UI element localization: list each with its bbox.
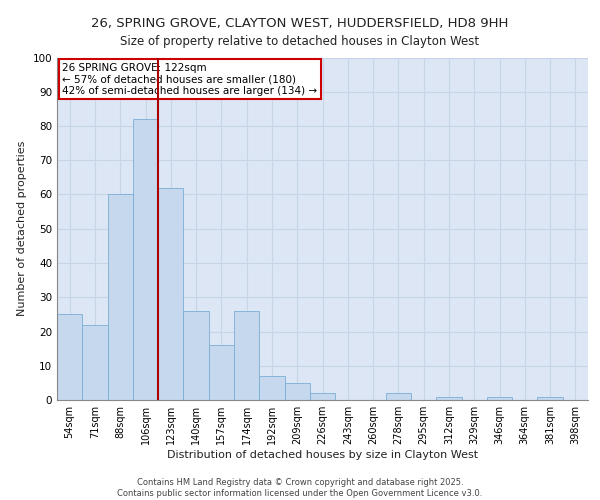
Bar	[158, 188, 184, 400]
Bar	[209, 345, 234, 400]
Bar	[184, 311, 209, 400]
Y-axis label: Number of detached properties: Number of detached properties	[17, 141, 27, 316]
Bar	[259, 376, 284, 400]
Bar	[310, 393, 335, 400]
Bar	[487, 396, 512, 400]
Bar	[107, 194, 133, 400]
Bar	[386, 393, 411, 400]
Bar	[133, 119, 158, 400]
Bar	[57, 314, 82, 400]
Text: Size of property relative to detached houses in Clayton West: Size of property relative to detached ho…	[121, 35, 479, 48]
Bar	[436, 396, 461, 400]
Bar	[284, 383, 310, 400]
Bar	[234, 311, 259, 400]
Bar	[82, 324, 107, 400]
X-axis label: Distribution of detached houses by size in Clayton West: Distribution of detached houses by size …	[167, 450, 478, 460]
Text: 26 SPRING GROVE: 122sqm
← 57% of detached houses are smaller (180)
42% of semi-d: 26 SPRING GROVE: 122sqm ← 57% of detache…	[62, 62, 317, 96]
Text: Contains HM Land Registry data © Crown copyright and database right 2025.
Contai: Contains HM Land Registry data © Crown c…	[118, 478, 482, 498]
Text: 26, SPRING GROVE, CLAYTON WEST, HUDDERSFIELD, HD8 9HH: 26, SPRING GROVE, CLAYTON WEST, HUDDERSF…	[91, 18, 509, 30]
Bar	[538, 396, 563, 400]
